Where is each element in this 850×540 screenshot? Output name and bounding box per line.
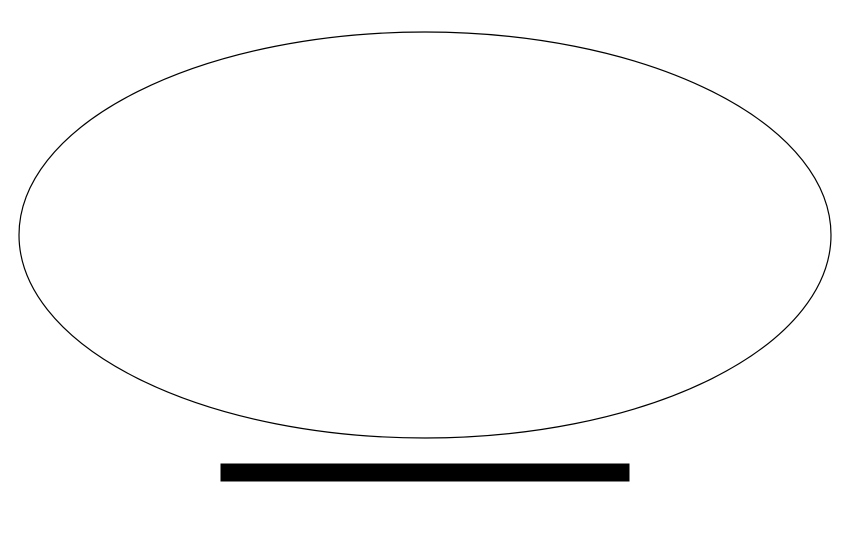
map-outline [18,31,832,439]
colorbar [220,463,630,482]
